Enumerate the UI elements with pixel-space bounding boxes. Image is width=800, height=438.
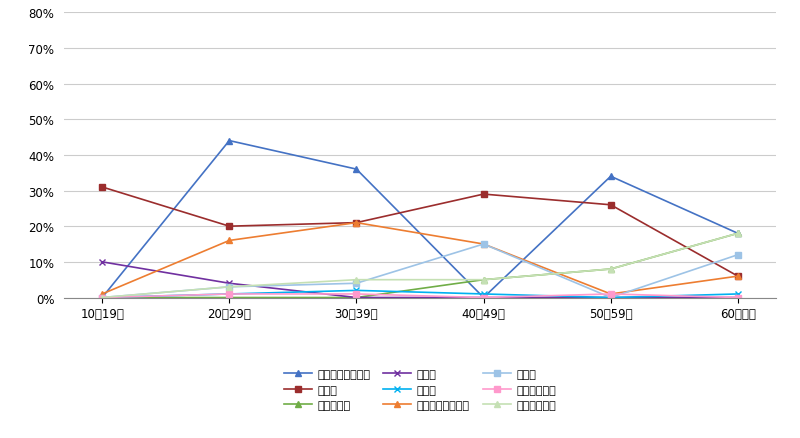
就職・転職・転業 (606, 174, 615, 180)
就　学 (606, 295, 615, 300)
卒　業 (478, 292, 488, 297)
卒　業 (225, 292, 234, 297)
卒　業 (733, 292, 742, 297)
就職・転職・転業 (98, 295, 107, 300)
就　学 (352, 295, 362, 300)
住　宅 (478, 242, 488, 247)
転　動 (352, 220, 362, 226)
就職・転職・転業 (733, 231, 742, 237)
Line: 生活の利便性: 生活の利便性 (98, 230, 742, 301)
住　宅 (352, 281, 362, 286)
就職・転職・転業 (225, 138, 234, 144)
就　学 (98, 260, 107, 265)
退職・廃業 (478, 277, 488, 283)
退職・廃業 (98, 295, 107, 300)
就　学 (478, 295, 488, 300)
退職・廃業 (733, 231, 742, 237)
生活の利便性 (98, 295, 107, 300)
就職・転職・転業 (478, 295, 488, 300)
生活の利便性 (606, 267, 615, 272)
Line: 卒　業: 卒 業 (98, 287, 742, 301)
卒　業 (98, 295, 107, 300)
就　学 (225, 281, 234, 286)
Line: 退職・廃業: 退職・廃業 (98, 230, 742, 301)
転　動 (225, 224, 234, 230)
交通の利便性 (606, 292, 615, 297)
Line: 住　宅: 住 宅 (98, 241, 742, 301)
卒　業 (606, 295, 615, 300)
卒　業 (352, 288, 362, 293)
生活の利便性 (733, 231, 742, 237)
Line: 就職・転職・転業: 就職・転職・転業 (98, 138, 742, 301)
交通の利便性 (225, 292, 234, 297)
Line: 就　学: 就 学 (98, 259, 742, 301)
交通の利便性 (352, 292, 362, 297)
退職・廃業 (225, 295, 234, 300)
退職・廃業 (352, 295, 362, 300)
交通の利便性 (98, 295, 107, 300)
Line: 転　動: 転 動 (98, 184, 742, 280)
転　動 (478, 192, 488, 197)
住　宅 (225, 285, 234, 290)
結婚・離婚・縁組 (352, 220, 362, 226)
生活の利便性 (478, 277, 488, 283)
就　学 (733, 295, 742, 300)
結婚・離婚・縁組 (733, 274, 742, 279)
Legend: 就職・転職・転業, 転　動, 退職・廃業, 就　学, 卒　業, 結婚・離婚・縁組, 住　宅, 交通の利便性, 生活の利便性: 就職・転職・転業, 転 動, 退職・廃業, 就 学, 卒 業, 結婚・離婚・縁組… (281, 366, 559, 413)
Line: 結婚・離婚・縁組: 結婚・離婚・縁組 (98, 219, 742, 298)
Line: 交通の利便性: 交通の利便性 (98, 291, 742, 301)
住　宅 (733, 252, 742, 258)
交通の利便性 (478, 295, 488, 300)
結婚・離婚・縁組 (98, 292, 107, 297)
交通の利便性 (733, 295, 742, 300)
転　動 (98, 185, 107, 190)
転　動 (606, 203, 615, 208)
生活の利便性 (352, 277, 362, 283)
転　動 (733, 274, 742, 279)
結婚・離婚・縁組 (606, 292, 615, 297)
生活の利便性 (225, 285, 234, 290)
結婚・離婚・縁組 (478, 242, 488, 247)
住　宅 (98, 295, 107, 300)
就職・転職・転業 (352, 167, 362, 172)
住　宅 (606, 295, 615, 300)
退職・廃業 (606, 267, 615, 272)
結婚・離婚・縁組 (225, 238, 234, 244)
